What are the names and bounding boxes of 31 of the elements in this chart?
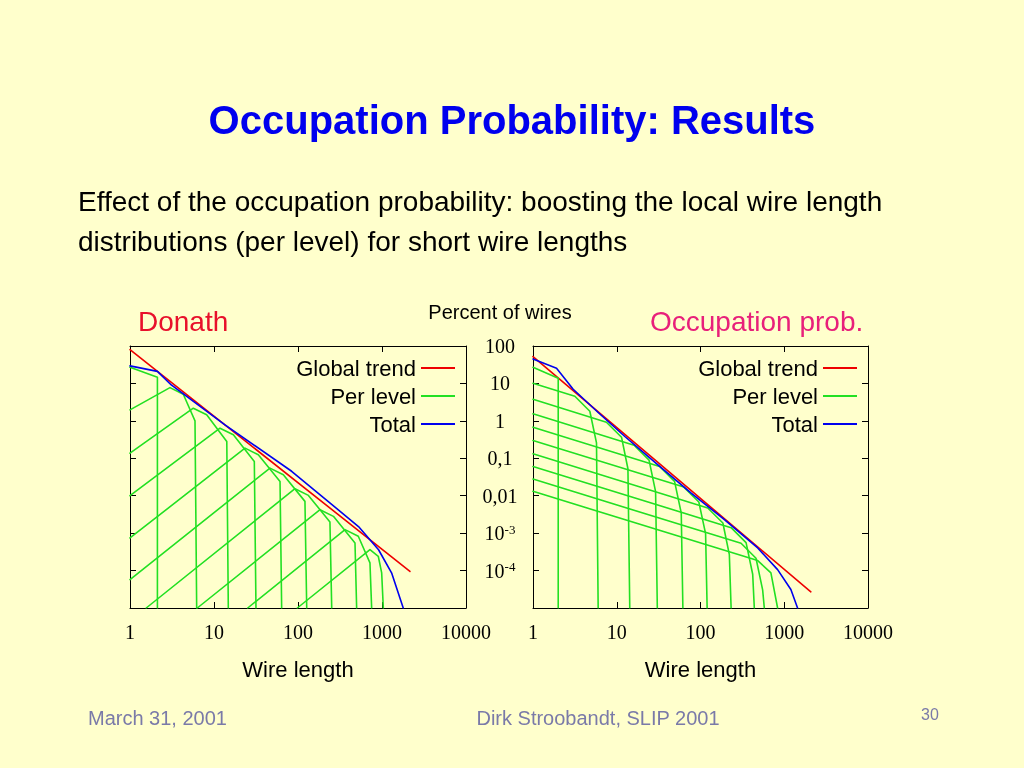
legend-label: Total <box>369 411 416 437</box>
text: Effect of the occupation probability: boosting the local wire length distributions (per level) for short wire lengths <box>78 185 884 259</box>
x-tick-label: 10000 <box>441 621 491 643</box>
legend-label: Per level <box>732 383 818 409</box>
x-tick-label: 1 <box>528 621 538 643</box>
y-tick-label: 1 <box>495 409 505 432</box>
y-axis-title: Percent of wires <box>428 301 572 323</box>
text: 30 <box>920 706 940 724</box>
text: Dirk Stroobandt, SLIP 2001 <box>475 707 721 730</box>
x-tick-label: 1000 <box>764 621 805 643</box>
chart-title: Donath <box>138 305 229 337</box>
y-tick-label: 0,1 <box>487 447 513 470</box>
legend-label: Per level <box>330 383 416 409</box>
x-axis-title: Wire length <box>242 656 354 682</box>
x-tick-label: 1000 <box>362 621 402 643</box>
text: March 31, 2001 <box>88 707 228 730</box>
text: Occupation Probability: Results <box>207 98 817 143</box>
x-tick-label: 1 <box>125 621 135 643</box>
y-tick-label: 0,01 <box>482 484 518 507</box>
y-tick-label: 10 <box>490 372 510 395</box>
legend-label: Total <box>771 411 818 437</box>
x-tick-label: 10000 <box>843 621 893 643</box>
x-tick-label: 10 <box>606 621 627 643</box>
chart-title: Occupation prob. <box>650 305 864 337</box>
legend-label: Global trend <box>296 355 416 381</box>
x-axis-title: Wire length <box>644 656 757 682</box>
x-tick-label: 100 <box>685 621 716 643</box>
x-tick-label: 100 <box>283 621 313 643</box>
y-tick-label: 100 <box>485 335 515 357</box>
x-tick-label: 10 <box>204 621 224 643</box>
legend-label: Global trend <box>698 355 818 381</box>
